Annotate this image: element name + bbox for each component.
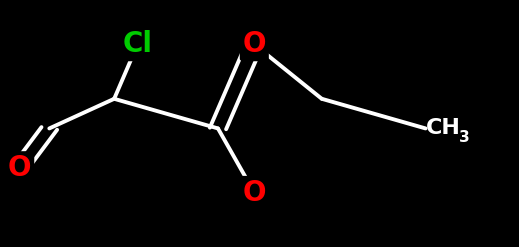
Text: Cl: Cl <box>122 30 153 59</box>
Text: O: O <box>242 30 266 59</box>
Text: O: O <box>242 179 266 207</box>
Text: CH: CH <box>426 119 460 138</box>
Text: O: O <box>8 154 32 182</box>
Text: 3: 3 <box>459 130 470 144</box>
